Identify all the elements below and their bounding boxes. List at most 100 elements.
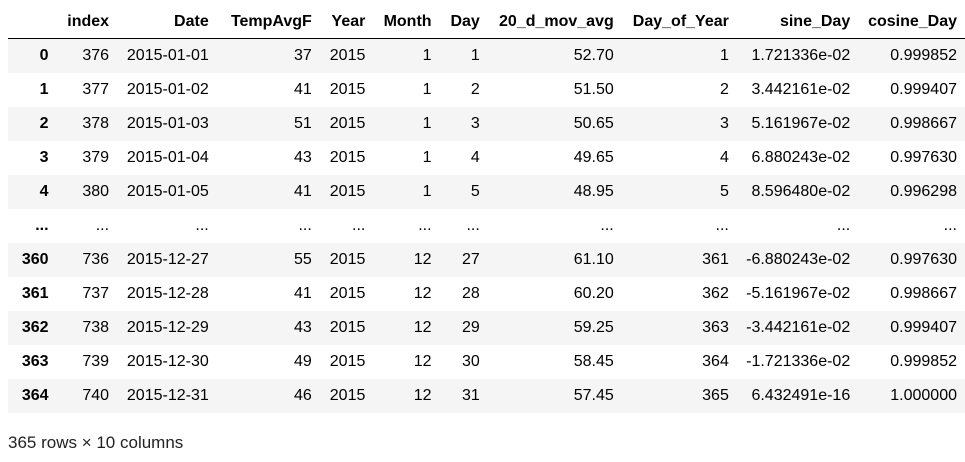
table-cell: 2015-12-29 (126, 319, 209, 336)
row-label: ... (35, 217, 49, 234)
table-cell: 48.95 (573, 183, 614, 200)
table-cell: 0.998667 (890, 115, 957, 132)
table-cell: 1 (422, 81, 432, 98)
table-cell: ... (195, 217, 209, 234)
table-cell: 30 (462, 353, 480, 370)
table-cell: ... (298, 217, 312, 234)
table-row: 1 377 2015-01-02 41 2015 1 2 51.50 2 3.4… (8, 73, 965, 107)
table-cell: 4 (470, 149, 480, 166)
column-header-row-index (8, 5, 57, 39)
table-cell: ... (95, 217, 110, 234)
table-cell: 1.000000 (890, 387, 957, 404)
row-label: 364 (21, 387, 49, 404)
table-cell: 738 (82, 319, 110, 336)
table-cell: 0.999852 (890, 353, 957, 370)
table-row: 361 737 2015-12-28 41 2015 12 28 60.20 3… (8, 277, 965, 311)
table-cell: 1 (422, 149, 432, 166)
table-cell: 1 (470, 47, 480, 64)
table-cell: 60.20 (573, 285, 614, 302)
table-row: 0 376 2015-01-01 37 2015 1 1 52.70 1 1.7… (8, 38, 965, 73)
table-row: 364 740 2015-12-31 46 2015 12 31 57.45 3… (8, 379, 965, 413)
table-cell: 12 (413, 319, 432, 336)
table-cell: 2015-01-02 (126, 81, 209, 98)
table-cell: 2015 (329, 115, 366, 132)
table-cell: 61.10 (573, 251, 614, 268)
ellipsis-row: ... ... ... ... ... ... ... ... ... ... … (8, 209, 965, 243)
table-cell: 0.997630 (890, 251, 957, 268)
table-cell: 1 (422, 115, 432, 132)
table-cell: 2015 (329, 319, 366, 336)
row-label: 0 (39, 47, 49, 64)
table-cell: 41 (294, 183, 312, 200)
table-cell: 46 (294, 387, 312, 404)
column-header-year: Year (319, 5, 374, 39)
table-cell: 6.880243e-02 (751, 149, 851, 166)
table-cell: 0.999407 (890, 81, 957, 98)
table-cell: 740 (82, 387, 110, 404)
table-cell: 361 (702, 251, 729, 268)
table-cell: 49 (294, 353, 312, 370)
table-cell: ... (715, 217, 729, 234)
table-cell: -1.721336e-02 (746, 353, 851, 370)
table-cell: 37 (294, 47, 312, 64)
column-header-tempavgf: TempAvgF (216, 5, 320, 39)
table-row: 4 380 2015-01-05 41 2015 1 5 48.95 5 8.5… (8, 175, 965, 209)
table-cell: 1 (422, 47, 432, 64)
table-cell: 737 (82, 285, 110, 302)
table-cell: 2015-01-05 (126, 183, 209, 200)
table-cell: 1.721336e-02 (751, 47, 851, 64)
table-cell: ... (943, 217, 957, 234)
table-cell: 2015 (329, 149, 366, 166)
table-cell: 2015 (329, 285, 366, 302)
table-cell: 363 (702, 319, 729, 336)
table-cell: 365 (702, 387, 729, 404)
table-cell: 379 (82, 149, 110, 166)
header-row: index Date TempAvgF Year Month Day 20_d_… (8, 5, 965, 39)
table-cell: 376 (82, 47, 110, 64)
table-row: 363 739 2015-12-30 49 2015 12 30 58.45 3… (8, 345, 965, 379)
table-cell: 52.70 (573, 47, 614, 64)
table-cell: 2015 (329, 81, 366, 98)
column-header-sine-day: sine_Day (736, 5, 859, 39)
table-cell: 28 (462, 285, 480, 302)
column-header-date: Date (117, 5, 217, 39)
table-cell: 2015-12-30 (126, 353, 209, 370)
table-cell: 2015 (329, 47, 366, 64)
table-cell: 2015 (329, 251, 366, 268)
table-cell: 380 (82, 183, 110, 200)
table-cell: 2015-12-27 (126, 251, 209, 268)
table-summary: 365 rows × 10 columns (8, 433, 184, 452)
column-header-day: Day (439, 5, 488, 39)
table-body: 0 376 2015-01-01 37 2015 1 1 52.70 1 1.7… (8, 38, 965, 413)
table-cell: 29 (462, 319, 480, 336)
table-cell: ... (352, 217, 366, 234)
table-cell: 41 (294, 81, 312, 98)
table-cell: ... (418, 217, 432, 234)
table-cell: 50.65 (573, 115, 614, 132)
table-cell: ... (466, 217, 480, 234)
column-header-month: Month (373, 5, 440, 39)
table-cell: 739 (82, 353, 110, 370)
column-header-cosine-day: cosine_Day (858, 5, 965, 39)
table-cell: 2015-12-28 (126, 285, 209, 302)
table-cell: 57.45 (573, 387, 614, 404)
table-cell: 2015 (329, 387, 366, 404)
row-label: 362 (21, 319, 49, 336)
column-header-20-d-mov-avg: 20_d_mov_avg (487, 5, 622, 39)
row-label: 1 (39, 81, 49, 98)
table-cell: 0.996298 (890, 183, 957, 200)
table-cell: 2015-12-31 (126, 387, 209, 404)
table-cell: 12 (413, 251, 432, 268)
table-row: 360 736 2015-12-27 55 2015 12 27 61.10 3… (8, 243, 965, 277)
table-cell: 2015-01-03 (126, 115, 209, 132)
table-cell: 3.442161e-02 (751, 81, 851, 98)
table-cell: 5 (719, 183, 729, 200)
table-cell: 1 (719, 47, 729, 64)
table-cell: 2 (719, 81, 729, 98)
table-cell: 43 (294, 149, 312, 166)
dataframe-table: index Date TempAvgF Year Month Day 20_d_… (8, 5, 965, 413)
table-cell: 51 (294, 115, 312, 132)
table-cell: 31 (462, 387, 480, 404)
table-cell: 0.999407 (890, 319, 957, 336)
